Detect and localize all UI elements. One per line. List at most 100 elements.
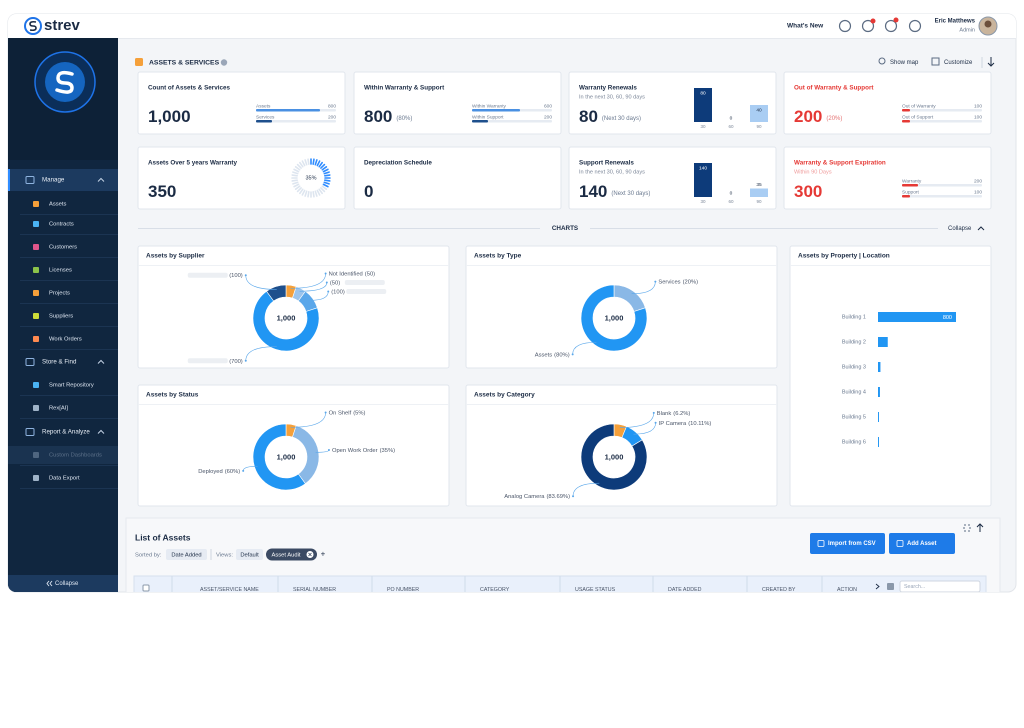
sort-chip[interactable] [166, 549, 207, 560]
card-value-note: (80%) [396, 116, 412, 122]
card-bar [256, 120, 272, 123]
ring-tick [318, 161, 323, 168]
action-button[interactable] [810, 533, 885, 554]
mini-column-category: 90 [756, 124, 762, 129]
redacted-name [346, 289, 387, 295]
ring-tick [312, 191, 315, 198]
column-header[interactable]: ACTION [837, 587, 857, 593]
summary-card[interactable] [783, 146, 992, 210]
charts-label: CHARTS [552, 225, 578, 232]
column-header[interactable]: SERIAL NUMBER [293, 587, 336, 593]
leader-line [245, 275, 277, 290]
column-header[interactable]: CREATED BY [762, 587, 796, 593]
sidebar-group-label[interactable]: Store & Find [42, 359, 77, 366]
view-chip[interactable] [236, 549, 263, 560]
donut-segment[interactable] [580, 423, 648, 491]
card-value-number: 800 [364, 107, 392, 126]
info-icon [220, 59, 228, 66]
donut-segment[interactable] [252, 423, 306, 491]
donut-label-name: Blank [657, 410, 672, 416]
summary-card[interactable] [137, 146, 346, 210]
column-header[interactable]: USAGE STATUS [575, 587, 616, 593]
card-value-number: 300 [794, 182, 822, 201]
ring-tick [322, 183, 329, 188]
sidebar-active-accent [8, 169, 10, 191]
card-value: 140 (Next 30 days) [579, 182, 650, 201]
donut-label-value: (5%) [353, 410, 365, 416]
sidebar-item[interactable]: Assets [49, 202, 66, 208]
sidebar-item[interactable]: Projects [49, 291, 70, 297]
bar-category: Building 2 [842, 339, 866, 345]
charts-collapse[interactable]: Collapse [948, 226, 972, 232]
hbar[interactable] [878, 412, 879, 422]
sidebar-group-label[interactable]: Manage [42, 177, 65, 184]
donut-segment[interactable] [580, 284, 648, 352]
hbar[interactable] [878, 387, 880, 397]
user-name: Eric Matthews [935, 19, 976, 25]
add-view-button[interactable]: + [321, 550, 326, 559]
donut-label: Assets (80%) [535, 352, 570, 358]
sidebar-item[interactable]: Custom Dashboards [49, 453, 102, 459]
search-input[interactable] [899, 580, 981, 592]
summary-card[interactable] [568, 71, 777, 135]
summary-card[interactable] [353, 146, 562, 210]
toolbar-icon[interactable] [838, 19, 852, 33]
donut-segment[interactable] [266, 284, 287, 302]
expand-arrow[interactable] [875, 583, 880, 590]
whats-new-link[interactable]: What's New [787, 23, 824, 30]
sidebar-item[interactable]: Suppliers [49, 314, 73, 320]
sidebar-item[interactable]: Licenses [49, 268, 72, 274]
view-option: Asset Audit [271, 552, 300, 558]
sidebar-group-label[interactable]: Report & Analyze [42, 429, 90, 436]
sidebar-item[interactable]: Customers [49, 245, 77, 251]
leader-dot [654, 421, 657, 424]
action-button-label: Import from CSV [828, 541, 876, 547]
toolbar-icon[interactable] [908, 19, 922, 33]
column-header[interactable]: PO NUMBER [387, 587, 419, 593]
toolbar-icon[interactable] [884, 19, 898, 33]
sidebar-item-icon [33, 475, 39, 481]
summary-card[interactable] [353, 71, 562, 135]
mini-column-label: 140 [699, 165, 707, 171]
sidebar-item[interactable]: Rex[AI] [49, 406, 68, 412]
hbar[interactable] [878, 362, 881, 372]
upload-icon[interactable] [976, 523, 984, 532]
summary-card[interactable] [783, 71, 992, 135]
leader-dot [244, 359, 247, 362]
hbar[interactable] [878, 437, 879, 447]
ring-tick [293, 168, 300, 173]
sidebar-item[interactable]: Smart Repository [49, 383, 94, 389]
toolbar-icon[interactable] [861, 19, 875, 33]
sidebar-collapse[interactable]: Collapse [55, 581, 79, 587]
sidebar-item[interactable]: Contracts [49, 222, 74, 228]
leader-line [290, 273, 326, 289]
sidebar-item[interactable]: Data Export [49, 476, 80, 482]
column-header[interactable]: ASSET/SERVICE NAME [200, 587, 259, 593]
bar-track [902, 184, 982, 187]
hbar[interactable] [878, 312, 956, 322]
show-map-icon [878, 57, 886, 65]
hbar[interactable] [878, 337, 888, 347]
donut-label: Analog Camera (83.69%) [504, 494, 570, 500]
card-bar [902, 184, 918, 187]
summary-card[interactable] [137, 71, 346, 135]
select-all-checkbox[interactable] [142, 584, 150, 592]
action-button[interactable] [889, 533, 955, 554]
filter-icon[interactable] [887, 583, 894, 590]
expand-icon[interactable] [963, 524, 971, 532]
sidebar-item[interactable]: Work Orders [49, 337, 82, 343]
section-title: ASSETS & SERVICES [149, 59, 220, 66]
bar-label: Within Support [472, 114, 504, 120]
summary-card[interactable] [568, 146, 777, 210]
donut-label-name: IP Camera [659, 420, 687, 426]
customize-button[interactable]: Customize [944, 60, 973, 66]
ring-tick [299, 161, 304, 168]
donut-label-value: (50) [330, 280, 340, 286]
column-header[interactable]: DATE ADDED [668, 587, 702, 593]
show-map-button[interactable]: Show map [890, 60, 919, 66]
donut-segment[interactable] [252, 290, 320, 352]
column-header[interactable]: CATEGORY [480, 587, 510, 593]
sidebar-collapse-bar[interactable] [8, 575, 118, 592]
donut-label-name: Services [658, 279, 680, 285]
view-chip-active[interactable] [266, 548, 317, 561]
